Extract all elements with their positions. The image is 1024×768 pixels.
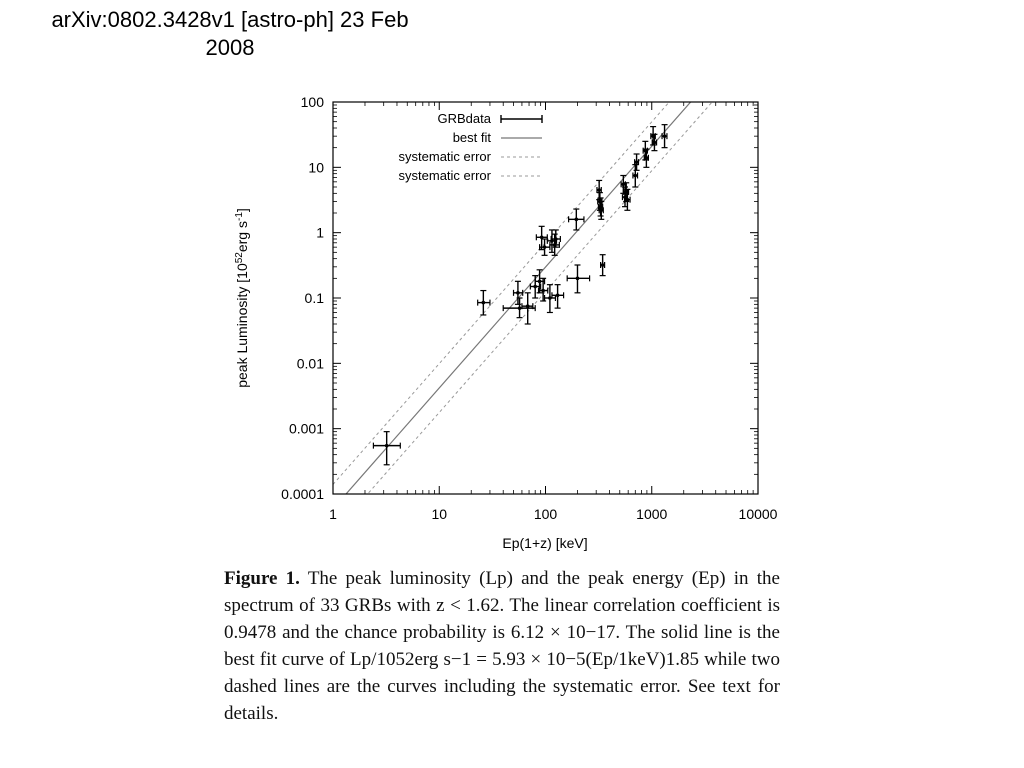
plot-frame [332,101,759,495]
grb-data-point [534,269,546,294]
legend-label: GRBdata [438,111,492,126]
x-tick-label: 10000 [739,506,778,522]
y-tick-label: 0.01 [297,355,324,371]
y-tick-label: 0.1 [305,290,325,306]
systematic-error-line [366,102,713,494]
arxiv-header: arXiv:0802.3428v1 [astro-ph] 23 Feb 2008 [0,6,460,62]
tick-labels: 1 10 100 1000 10000 0.0001 0.001 0.01 0.1 1 10 100 [281,94,778,522]
grb-data-point [477,289,491,316]
figure-caption: Figure 1. The peak luminosity (Lp) and t… [224,565,780,727]
grb-data-point [623,188,631,211]
x-tick-label: 10 [431,506,447,522]
arxiv-header-line2: 2008 [205,35,255,60]
grb-data-point [566,264,591,294]
grb-data-point [372,431,401,466]
y-tick-label: 0.0001 [281,486,324,502]
legend-label: systematic error [399,149,492,164]
data-marker [625,197,630,202]
data-marker [517,306,522,310]
fit-lines [333,102,713,494]
y-axis-title-sup2: -1 [234,212,245,221]
grb-data-point [529,275,542,299]
data-marker [525,304,530,308]
grb-data-point [550,229,561,248]
data-marker [644,155,649,160]
grb-data-point [643,148,650,168]
systematic-error-line [333,102,670,485]
legend-label: best fit [453,130,492,145]
data-marker [662,134,667,138]
y-axis-title-main: peak Luminosity [10 [234,263,250,388]
data-marker [621,182,626,187]
x-tick-label: 1000 [636,506,667,522]
chart-legend: GRBdata best fit systematic error systemati… [399,111,543,183]
grb-data-point [521,292,534,325]
data-marker [542,245,547,249]
arxiv-header-line1: arXiv:0802.3428v1 [astro-ph] 23 Feb [51,7,409,32]
grb-data-point [551,284,565,309]
grb-data-point [632,164,639,188]
best-fit-line [345,102,692,494]
data-marker [553,237,558,241]
grb-data-point [633,153,640,171]
caption-text: The peak luminosity (Lp) and the peak en… [224,568,780,724]
grb-data-point [568,208,585,231]
y-axis-title-sup: 52 [234,252,245,264]
data-marker [548,296,552,300]
data-marker [600,263,605,267]
data-marker [539,235,544,240]
data-marker [516,291,520,295]
data-marker [555,293,560,298]
data-marker [384,443,389,448]
data-marker [597,188,601,192]
y-axis-title: peak Luminosity [1052erg s-1] [234,208,251,388]
data-marker [533,284,538,289]
data-marker [599,208,604,213]
grb-data-point [502,297,536,319]
y-axis-title-end: ] [234,208,250,212]
grb-data-point [651,133,658,152]
data-marker [575,276,580,281]
x-tick-label: 1 [329,506,337,522]
data-marker [537,279,542,284]
data-points [372,124,668,466]
y-tick-label: 0.001 [289,421,324,437]
grb-data-point [599,254,606,277]
data-marker [633,173,638,178]
legend-label: systematic error [399,168,492,183]
y-axis-title-rest: erg s [234,221,250,252]
data-marker [652,140,657,145]
luminosity-energy-chart: 1 10 100 1000 100000.00010.0010.010.1110100 … [234,94,778,551]
data-marker [634,160,639,164]
grb-data-point [543,284,557,314]
axis-ticks [332,101,759,495]
grb-data-point [596,179,603,201]
data-marker [481,300,486,305]
y-tick-label: 1 [316,225,324,241]
x-tick-label: 100 [534,506,558,522]
data-marker [574,217,579,222]
y-tick-label: 10 [308,159,324,175]
grb-data-point [512,280,524,305]
x-axis-title: Ep(1+z) [keV] [502,535,587,551]
data-marker [541,288,545,293]
grb-data-point [661,124,668,149]
grb-data-point [598,200,605,220]
y-tick-label: 100 [301,94,325,110]
caption-label: Figure 1. [224,568,300,589]
